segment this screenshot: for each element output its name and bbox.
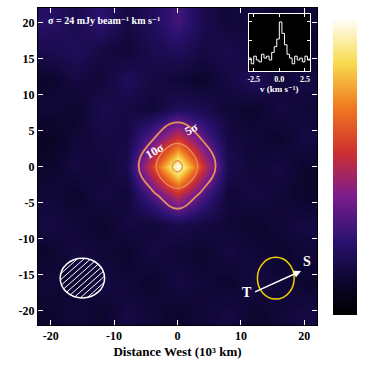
svg-text:v (km s⁻¹): v (km s⁻¹)	[260, 84, 298, 94]
svg-text:-15: -15	[19, 268, 35, 282]
svg-text:10σ: 10σ	[143, 140, 166, 162]
svg-text:10: 10	[23, 88, 35, 102]
svg-text:10: 10	[235, 329, 247, 343]
svg-text:20: 20	[298, 329, 310, 343]
svg-text:5σ: 5σ	[182, 120, 200, 139]
svg-text:-2.5: -2.5	[247, 75, 260, 84]
svg-text:-10: -10	[19, 232, 35, 246]
svg-text:T: T	[242, 285, 252, 300]
svg-text:-20: -20	[43, 329, 59, 343]
svg-text:-20: -20	[19, 304, 35, 318]
svg-text:2.5: 2.5	[300, 75, 310, 84]
svg-text:0: 0	[29, 160, 35, 174]
svg-text:-10: -10	[106, 329, 122, 343]
svg-text:S: S	[303, 254, 311, 269]
svg-text:15: 15	[23, 52, 35, 66]
svg-text:Distance West (10³ km): Distance West (10³ km)	[113, 344, 241, 359]
svg-text:-5: -5	[25, 196, 35, 210]
svg-text:σ = 24 mJy beam⁻¹ km s⁻¹: σ = 24 mJy beam⁻¹ km s⁻¹	[48, 15, 160, 26]
svg-text:0.0: 0.0	[274, 75, 284, 84]
svg-text:20: 20	[23, 16, 35, 30]
svg-text:0: 0	[175, 329, 181, 343]
svg-text:5: 5	[29, 124, 35, 138]
